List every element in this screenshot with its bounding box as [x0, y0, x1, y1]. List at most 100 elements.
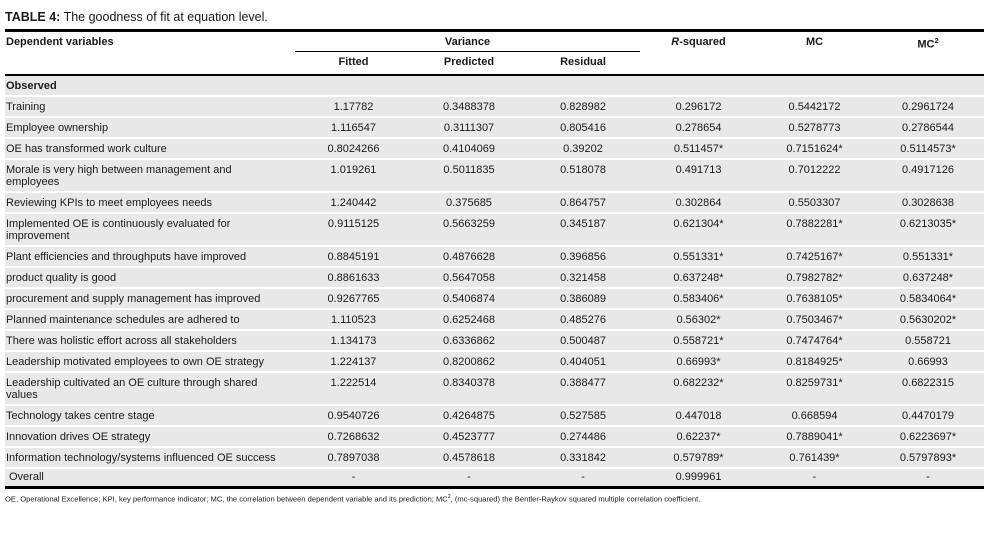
cell-mc: 0.8259731* [757, 372, 873, 406]
overall-mc: - [757, 468, 873, 489]
col-header-fitted: Fitted [295, 51, 412, 76]
header-row-sub: Fitted Predicted Residual [5, 51, 984, 76]
cell-fitted: 0.7268632 [295, 426, 412, 448]
cell-r-squared: 0.621304* [640, 213, 758, 247]
cell-fitted: 0.9540726 [295, 405, 412, 427]
col-header-residual: Residual [526, 51, 641, 76]
col-header-predicted: Predicted [412, 51, 526, 76]
section-label: Observed [5, 75, 985, 97]
header-row-top: Dependent variables Variance R-squared M… [5, 32, 985, 76]
cell-mc: 0.7503467* [757, 309, 873, 331]
cell-fitted: 0.9115125 [295, 213, 412, 247]
row-label: Planned maintenance schedules are adhere… [5, 309, 295, 331]
overall-label: Overall [5, 468, 295, 489]
cell-residual: 0.388477 [526, 372, 641, 406]
row-label: Implemented OE is continuously evaluated… [5, 213, 295, 247]
cell-fitted: 1.17782 [295, 96, 412, 118]
goodness-of-fit-table: Dependent variables Variance R-squared M… [5, 32, 985, 489]
row-label: Reviewing KPIs to meet employees needs [5, 192, 295, 214]
row-label: Morale is very high between management a… [5, 159, 295, 193]
overall-mc-squared: - [872, 468, 985, 489]
cell-r-squared: 0.296172 [640, 96, 758, 118]
table-row: product quality is good 0.8861633 0.5647… [5, 267, 985, 289]
row-label: There was holistic effort across all sta… [5, 330, 295, 352]
cell-mc-squared: 0.66993 [872, 351, 985, 373]
cell-r-squared: 0.447018 [640, 405, 758, 427]
cell-mc: 0.7982782* [757, 267, 873, 289]
row-label: procurement and supply management has im… [5, 288, 295, 310]
cell-mc-squared: 0.5834064* [872, 288, 985, 310]
table-row: Morale is very high between management a… [5, 159, 985, 193]
table-number-label: TABLE 4: [5, 10, 61, 24]
cell-residual: 0.386089 [526, 288, 641, 310]
cell-fitted: 0.8861633 [295, 267, 412, 289]
cell-mc: 0.5503307 [757, 192, 873, 214]
cell-r-squared: 0.682232* [640, 372, 758, 406]
cell-mc: 0.7889041* [757, 426, 873, 448]
table-row: Technology takes centre stage 0.9540726 … [5, 405, 985, 427]
cell-residual: 0.274486 [526, 426, 641, 448]
cell-mc-squared: 0.637248* [872, 267, 985, 289]
cell-predicted: 0.4876628 [412, 246, 526, 268]
cell-predicted: 0.5647058 [412, 267, 526, 289]
cell-residual: 0.321458 [526, 267, 641, 289]
cell-mc: 0.7882281* [757, 213, 873, 247]
row-label: Innovation drives OE strategy [5, 426, 295, 448]
col-header-dependent-variables: Dependent variables [5, 32, 295, 76]
table-row: Training 1.17782 0.3488378 0.828982 0.29… [5, 96, 985, 118]
cell-predicted: 0.4578618 [412, 447, 526, 469]
footnote-part2: , (mc-squared) the Bentler-Raykov square… [450, 494, 701, 504]
table-row: Employee ownership 1.116547 0.3111307 0.… [5, 117, 985, 139]
table-row: Reviewing KPIs to meet employees needs 1… [5, 192, 985, 214]
cell-residual: 0.404051 [526, 351, 641, 373]
cell-mc-squared: 0.2961724 [872, 96, 985, 118]
cell-r-squared: 0.56302* [640, 309, 758, 331]
cell-predicted: 0.6252468 [412, 309, 526, 331]
mc2-base: MC [917, 38, 935, 51]
cell-mc-squared: 0.551331* [872, 246, 985, 268]
cell-mc-squared: 0.3028638 [872, 192, 985, 214]
footnote-part1: OE, Operational Excellence; KPI, key per… [5, 494, 448, 504]
cell-residual: 0.527585 [526, 405, 641, 427]
cell-mc: 0.668594 [757, 405, 873, 427]
cell-residual: 0.396856 [526, 246, 641, 268]
table-row: Information technology/systems influence… [5, 447, 985, 469]
cell-mc: 0.5278773 [757, 117, 873, 139]
table-row: Innovation drives OE strategy 0.7268632 … [5, 426, 985, 448]
table-row: There was holistic effort across all sta… [5, 330, 985, 352]
cell-fitted: 1.222514 [295, 372, 412, 406]
table-title: TABLE 4: The goodness of fit at equation… [5, 8, 984, 32]
cell-fitted: 0.8845191 [295, 246, 412, 268]
overall-fitted: - [295, 468, 412, 489]
cell-residual: 0.345187 [526, 213, 641, 247]
cell-predicted: 0.3111307 [412, 117, 526, 139]
table-caption: The goodness of fit at equation level. [60, 10, 268, 24]
overall-row: Overall - - - 0.999961 - - [5, 468, 985, 489]
table-footnote: OE, Operational Excellence; KPI, key per… [5, 489, 990, 505]
cell-predicted: 0.4104069 [412, 138, 526, 160]
table-row: OE has transformed work culture 0.802426… [5, 138, 985, 160]
cell-r-squared: 0.558721* [640, 330, 758, 352]
cell-r-squared: 0.579789* [640, 447, 758, 469]
cell-predicted: 0.4523777 [412, 426, 526, 448]
cell-fitted: 1.240442 [295, 192, 412, 214]
row-label: product quality is good [5, 267, 295, 289]
col-header-mc: MC [757, 32, 873, 76]
cell-mc: 0.7638105* [757, 288, 873, 310]
cell-fitted: 0.7897038 [295, 447, 412, 469]
cell-mc-squared: 0.5797893* [872, 447, 985, 469]
cell-mc: 0.7012222 [757, 159, 873, 193]
row-label: Leadership cultivated an OE culture thro… [5, 372, 295, 406]
cell-predicted: 0.375685 [412, 192, 526, 214]
cell-residual: 0.485276 [526, 309, 641, 331]
cell-residual: 0.331842 [526, 447, 641, 469]
cell-fitted: 1.224137 [295, 351, 412, 373]
cell-r-squared: 0.278654 [640, 117, 758, 139]
cell-predicted: 0.8200862 [412, 351, 526, 373]
cell-residual: 0.518078 [526, 159, 641, 193]
cell-predicted: 0.3488378 [412, 96, 526, 118]
cell-residual: 0.864757 [526, 192, 641, 214]
overall-residual: - [526, 468, 641, 489]
overall-predicted: - [412, 468, 526, 489]
cell-fitted: 1.110523 [295, 309, 412, 331]
